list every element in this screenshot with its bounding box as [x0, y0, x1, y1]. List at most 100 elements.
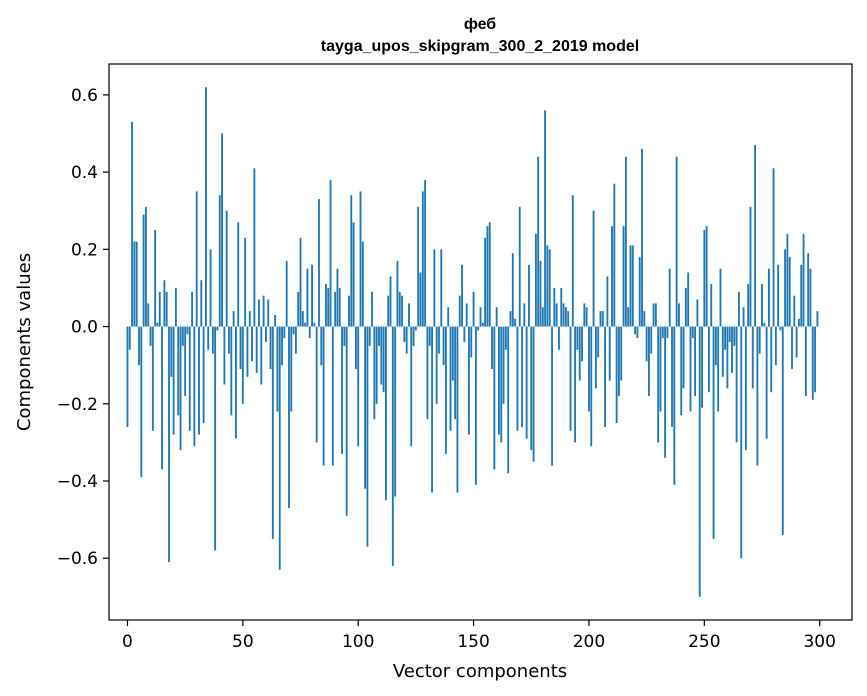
bar — [636, 326, 639, 339]
bar — [195, 191, 198, 327]
bar — [322, 326, 325, 466]
bar — [389, 276, 392, 327]
bar — [234, 326, 237, 439]
bar — [504, 326, 507, 350]
bar — [710, 284, 713, 327]
y-tick-label: −0.6 — [57, 549, 98, 569]
bar — [541, 307, 544, 327]
bar — [680, 326, 683, 416]
bar — [361, 241, 364, 327]
bar — [311, 264, 313, 327]
bar — [179, 326, 182, 451]
bar — [324, 284, 327, 327]
x-tick-label: 0 — [122, 632, 133, 652]
plot-frame — [108, 63, 853, 621]
bar — [204, 87, 207, 327]
bar — [394, 326, 397, 497]
bar — [391, 326, 394, 566]
bar — [606, 276, 609, 327]
bar — [724, 326, 727, 350]
bar — [641, 148, 643, 327]
bar — [251, 326, 253, 362]
bar — [444, 326, 447, 454]
bar — [387, 295, 390, 327]
bar — [244, 237, 247, 327]
bar — [191, 291, 193, 327]
bar — [728, 326, 731, 342]
x-axis-label: Vector components — [393, 661, 567, 682]
bar — [791, 326, 793, 370]
bar — [170, 326, 173, 377]
bar — [804, 326, 807, 397]
bar — [174, 287, 177, 327]
bar — [481, 322, 484, 327]
bar — [181, 326, 184, 346]
y-axis-label: Components values — [14, 253, 35, 431]
bar — [447, 307, 450, 327]
bar — [530, 326, 533, 451]
bar — [308, 326, 311, 339]
bar — [198, 326, 200, 435]
bar — [731, 326, 733, 373]
bar — [412, 326, 415, 346]
bar — [509, 311, 512, 327]
bar — [331, 326, 334, 466]
bar — [126, 326, 129, 427]
bar — [735, 326, 738, 443]
bar — [419, 272, 422, 327]
bar — [269, 326, 272, 370]
bar — [661, 326, 664, 339]
bar — [177, 326, 180, 416]
bar — [569, 326, 572, 431]
bar — [613, 183, 616, 327]
bar — [484, 237, 487, 327]
x-axis-ticks: 0 50 100 150 200 250 300 — [122, 620, 836, 652]
bar — [726, 326, 729, 389]
bar — [758, 326, 761, 354]
bar — [717, 326, 720, 412]
bar — [597, 326, 600, 358]
bar — [738, 291, 740, 327]
bar — [740, 326, 743, 559]
bar — [567, 311, 570, 327]
bar — [703, 230, 706, 327]
bar — [359, 191, 362, 327]
bar — [138, 326, 140, 366]
bar — [278, 326, 281, 570]
bar — [564, 307, 567, 327]
bar — [546, 245, 549, 327]
bar — [364, 326, 367, 489]
bar — [147, 303, 150, 327]
bar — [421, 191, 424, 327]
bar — [228, 326, 230, 354]
bar — [786, 233, 789, 327]
bar — [666, 326, 669, 339]
bar — [486, 226, 489, 327]
bar — [618, 326, 620, 397]
bar — [384, 326, 387, 501]
bar — [163, 280, 166, 327]
bar — [585, 307, 588, 327]
bar — [329, 179, 332, 327]
bar — [814, 326, 817, 393]
bar — [424, 179, 427, 327]
bar — [154, 230, 157, 327]
bar — [168, 326, 170, 563]
bar — [664, 326, 667, 458]
y-tick-label: −0.2 — [57, 395, 98, 415]
bar — [285, 260, 288, 327]
bar — [696, 299, 699, 327]
bar — [594, 326, 597, 389]
bar — [239, 326, 242, 370]
bar — [373, 326, 376, 420]
bar — [216, 326, 219, 331]
bar — [313, 322, 316, 327]
bar — [193, 326, 196, 447]
bar — [747, 284, 750, 327]
bar — [214, 326, 217, 551]
bar — [620, 326, 623, 381]
bar — [678, 303, 680, 327]
bar — [301, 311, 304, 327]
bar — [417, 206, 420, 327]
bar — [590, 326, 593, 447]
